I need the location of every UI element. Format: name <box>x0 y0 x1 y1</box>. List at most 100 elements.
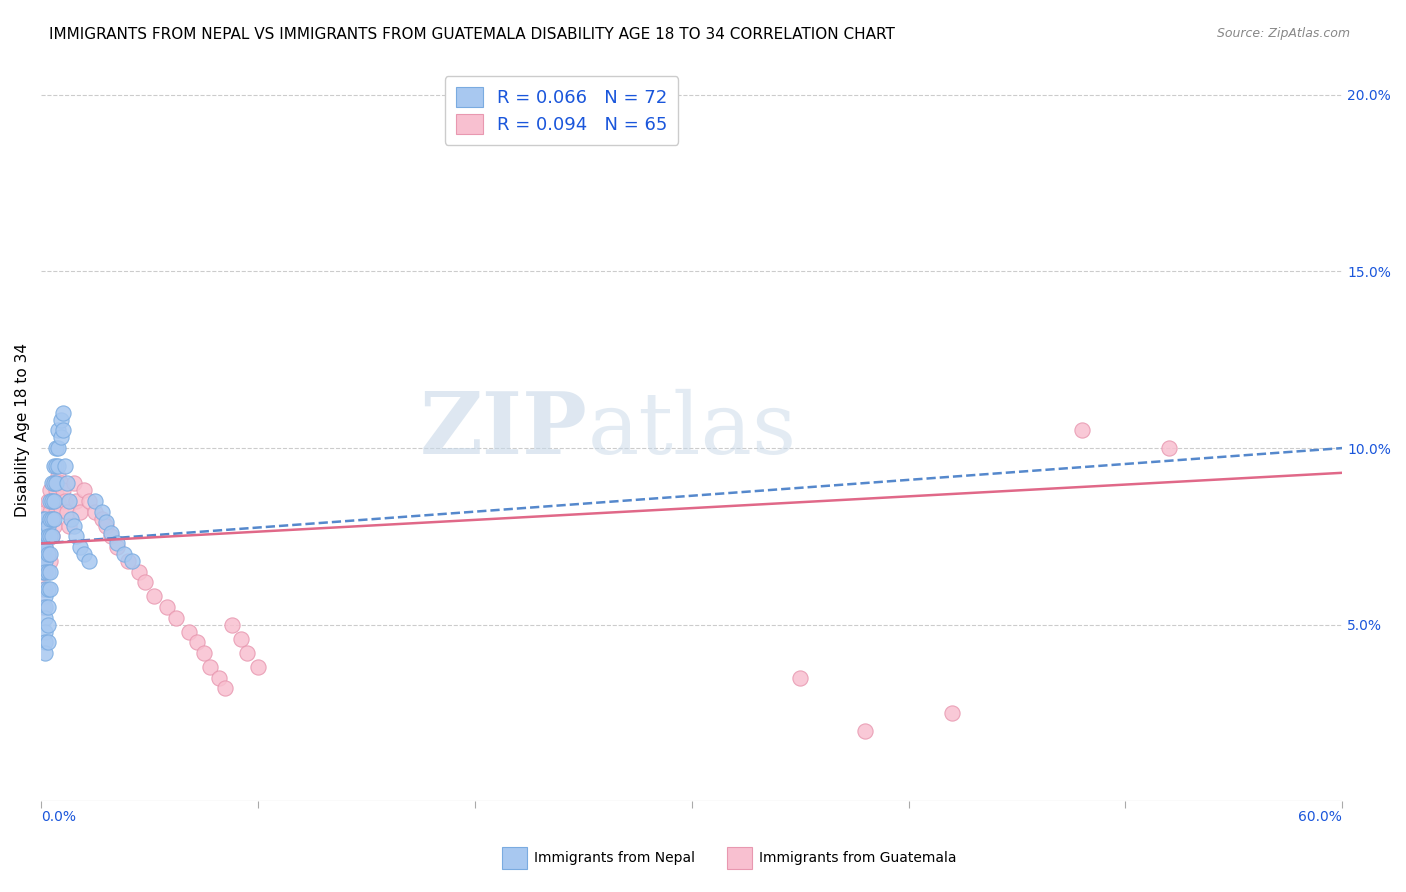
Point <box>52 483 75 498</box>
Point <box>41 494 63 508</box>
Point <box>53 458 76 473</box>
Text: atlas: atlas <box>588 389 797 472</box>
Point <box>53 494 76 508</box>
Point <box>45 458 67 473</box>
Point <box>38 554 60 568</box>
Point <box>42 494 65 508</box>
Point <box>32 518 55 533</box>
Point <box>38 529 60 543</box>
Point <box>62 518 84 533</box>
Point <box>34 646 56 660</box>
Point <box>49 413 72 427</box>
Point <box>34 635 56 649</box>
Point <box>77 494 100 508</box>
Point <box>42 458 65 473</box>
Point <box>121 554 143 568</box>
Point <box>32 529 55 543</box>
Point <box>236 646 259 660</box>
Point <box>37 494 59 508</box>
Point <box>49 430 72 444</box>
Point <box>200 660 222 674</box>
Point <box>84 494 107 508</box>
Point <box>229 632 252 646</box>
Point <box>34 624 56 639</box>
Point <box>156 599 179 614</box>
Point <box>73 483 96 498</box>
Point <box>38 512 60 526</box>
Point <box>105 540 128 554</box>
Point <box>45 476 67 491</box>
Point <box>49 476 72 491</box>
Point <box>186 635 208 649</box>
Point <box>69 540 91 554</box>
Point <box>38 547 60 561</box>
Point <box>34 505 56 519</box>
Point <box>37 529 59 543</box>
Point <box>37 565 59 579</box>
Point <box>117 554 139 568</box>
Bar <box>727 847 752 869</box>
Point <box>221 617 243 632</box>
Point <box>49 501 72 516</box>
Point <box>58 518 80 533</box>
Point <box>1157 441 1180 455</box>
Point <box>105 536 128 550</box>
Legend: R = 0.066   N = 72, R = 0.094   N = 65: R = 0.066 N = 72, R = 0.094 N = 65 <box>444 76 678 145</box>
Point <box>73 547 96 561</box>
Point <box>41 512 63 526</box>
Point <box>56 505 79 519</box>
Point <box>37 547 59 561</box>
Point <box>60 512 83 526</box>
Point <box>62 476 84 491</box>
Point <box>41 529 63 543</box>
Text: Immigrants from Nepal: Immigrants from Nepal <box>534 851 696 865</box>
Point <box>90 512 112 526</box>
Point <box>128 565 150 579</box>
Point <box>34 540 56 554</box>
Point <box>193 646 215 660</box>
Point <box>32 554 55 568</box>
Point <box>37 582 59 597</box>
Point <box>48 469 70 483</box>
Point <box>84 505 107 519</box>
Point <box>38 565 60 579</box>
Point <box>77 554 100 568</box>
Point <box>34 554 56 568</box>
Point <box>853 723 876 738</box>
Point <box>34 525 56 540</box>
Point <box>32 529 55 543</box>
Point <box>41 529 63 543</box>
Point <box>32 543 55 558</box>
Point <box>246 660 269 674</box>
Point <box>112 547 135 561</box>
Point <box>58 494 80 508</box>
Point <box>38 494 60 508</box>
Point <box>65 494 87 508</box>
Point <box>37 518 59 533</box>
Bar <box>502 847 527 869</box>
Point <box>37 529 59 543</box>
Point <box>100 525 122 540</box>
Point <box>1071 424 1094 438</box>
Point <box>142 590 165 604</box>
Point <box>41 494 63 508</box>
Point <box>34 565 56 579</box>
Point <box>32 547 55 561</box>
Point <box>34 582 56 597</box>
Point <box>34 512 56 526</box>
Text: 60.0%: 60.0% <box>1298 810 1343 824</box>
Point <box>38 582 60 597</box>
Point <box>41 512 63 526</box>
Point <box>100 529 122 543</box>
Point <box>38 529 60 543</box>
Point <box>32 525 55 540</box>
Point <box>52 406 75 420</box>
Point <box>48 424 70 438</box>
Point <box>32 536 55 550</box>
Point <box>789 671 811 685</box>
Point <box>34 599 56 614</box>
Text: Immigrants from Guatemala: Immigrants from Guatemala <box>759 851 956 865</box>
Point <box>34 610 56 624</box>
Point <box>32 547 55 561</box>
Point <box>34 565 56 579</box>
